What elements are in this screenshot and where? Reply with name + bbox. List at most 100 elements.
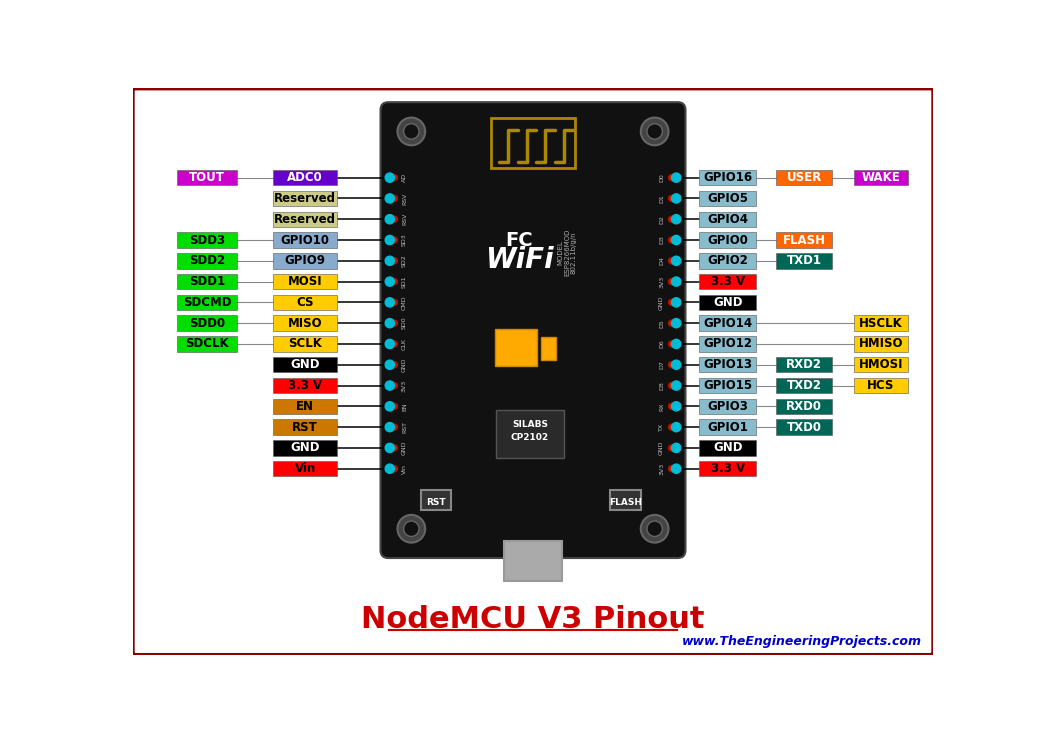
Circle shape bbox=[385, 236, 394, 244]
Text: MODEL
ESP8266MOD
802.11b/g/n: MODEL ESP8266MOD 802.11b/g/n bbox=[556, 229, 577, 276]
Circle shape bbox=[391, 195, 397, 202]
Text: Vin: Vin bbox=[401, 464, 407, 474]
Text: SD3: SD3 bbox=[401, 233, 407, 247]
Text: RXD0: RXD0 bbox=[786, 400, 822, 413]
Text: CS: CS bbox=[296, 296, 314, 309]
Text: D5: D5 bbox=[659, 319, 665, 328]
Circle shape bbox=[669, 195, 675, 202]
Text: USER: USER bbox=[786, 171, 822, 184]
Text: MOSI: MOSI bbox=[288, 275, 322, 288]
Text: GND: GND bbox=[290, 358, 320, 371]
Text: GPIO2: GPIO2 bbox=[707, 255, 748, 267]
FancyBboxPatch shape bbox=[699, 316, 756, 331]
Circle shape bbox=[391, 445, 397, 451]
Circle shape bbox=[672, 422, 681, 432]
Circle shape bbox=[385, 256, 394, 266]
Circle shape bbox=[385, 298, 394, 307]
FancyBboxPatch shape bbox=[854, 170, 908, 185]
Bar bbox=[420, 490, 451, 510]
Text: SDD2: SDD2 bbox=[189, 255, 226, 267]
Circle shape bbox=[672, 402, 681, 411]
FancyBboxPatch shape bbox=[177, 336, 237, 352]
FancyBboxPatch shape bbox=[854, 336, 908, 352]
FancyBboxPatch shape bbox=[776, 170, 832, 185]
Text: SCLK: SCLK bbox=[288, 338, 322, 350]
Text: 3V3: 3V3 bbox=[659, 462, 665, 475]
Circle shape bbox=[672, 381, 681, 390]
Text: HCS: HCS bbox=[867, 379, 894, 392]
Text: Reserved: Reserved bbox=[275, 213, 336, 226]
FancyBboxPatch shape bbox=[776, 378, 832, 393]
Text: WAKE: WAKE bbox=[862, 171, 901, 184]
FancyBboxPatch shape bbox=[776, 357, 832, 372]
Text: HSCLK: HSCLK bbox=[859, 316, 903, 330]
Text: GPIO4: GPIO4 bbox=[707, 213, 749, 226]
Text: SDD1: SDD1 bbox=[189, 275, 226, 288]
FancyBboxPatch shape bbox=[272, 420, 337, 435]
Text: SILABS: SILABS bbox=[512, 420, 548, 428]
FancyBboxPatch shape bbox=[699, 440, 756, 456]
FancyBboxPatch shape bbox=[272, 294, 337, 310]
Text: D6: D6 bbox=[659, 339, 665, 348]
Circle shape bbox=[669, 341, 675, 347]
Text: EN: EN bbox=[296, 400, 314, 413]
FancyBboxPatch shape bbox=[776, 253, 832, 269]
FancyBboxPatch shape bbox=[272, 233, 337, 248]
Text: NodeMCU V3 Pinout: NodeMCU V3 Pinout bbox=[361, 605, 705, 634]
Circle shape bbox=[391, 258, 397, 264]
FancyBboxPatch shape bbox=[272, 316, 337, 331]
Circle shape bbox=[647, 521, 662, 537]
FancyBboxPatch shape bbox=[177, 233, 237, 248]
Circle shape bbox=[669, 361, 675, 368]
Text: 3.3 V: 3.3 V bbox=[288, 379, 322, 392]
Circle shape bbox=[397, 118, 425, 145]
Circle shape bbox=[672, 360, 681, 369]
Circle shape bbox=[641, 118, 669, 145]
Circle shape bbox=[391, 341, 397, 347]
Text: 3.3 V: 3.3 V bbox=[710, 462, 745, 475]
Text: www.TheEngineeringProjects.com: www.TheEngineeringProjects.com bbox=[682, 634, 921, 648]
FancyBboxPatch shape bbox=[776, 420, 832, 435]
Circle shape bbox=[669, 383, 675, 389]
Circle shape bbox=[672, 319, 681, 328]
FancyBboxPatch shape bbox=[177, 316, 237, 331]
Bar bbox=[541, 337, 556, 360]
Text: RSV: RSV bbox=[401, 192, 407, 205]
FancyBboxPatch shape bbox=[272, 191, 337, 206]
Text: FC: FC bbox=[505, 231, 532, 250]
Text: 3V3: 3V3 bbox=[401, 380, 407, 392]
Bar bbox=[494, 329, 537, 367]
Circle shape bbox=[672, 194, 681, 203]
Text: SDCMD: SDCMD bbox=[183, 296, 232, 309]
Circle shape bbox=[669, 216, 675, 222]
FancyBboxPatch shape bbox=[699, 357, 756, 372]
FancyBboxPatch shape bbox=[272, 211, 337, 227]
Circle shape bbox=[391, 237, 397, 243]
Circle shape bbox=[672, 173, 681, 183]
Text: D8: D8 bbox=[659, 381, 665, 390]
Text: GPIO1: GPIO1 bbox=[707, 420, 748, 434]
Text: D1: D1 bbox=[659, 194, 665, 203]
Text: GND: GND bbox=[713, 442, 743, 454]
FancyBboxPatch shape bbox=[177, 274, 237, 289]
Text: SD0: SD0 bbox=[401, 317, 407, 330]
Text: D2: D2 bbox=[659, 215, 665, 224]
Circle shape bbox=[672, 215, 681, 224]
Circle shape bbox=[385, 443, 394, 453]
Text: FLASH: FLASH bbox=[782, 233, 826, 247]
Text: SDD3: SDD3 bbox=[189, 233, 226, 247]
Circle shape bbox=[672, 236, 681, 244]
FancyBboxPatch shape bbox=[699, 378, 756, 393]
Circle shape bbox=[669, 278, 675, 285]
Text: RX: RX bbox=[659, 402, 665, 411]
Text: GPIO16: GPIO16 bbox=[703, 171, 752, 184]
FancyBboxPatch shape bbox=[177, 170, 237, 185]
Text: CP2102: CP2102 bbox=[511, 434, 549, 442]
Bar bbox=[610, 490, 641, 510]
FancyBboxPatch shape bbox=[699, 420, 756, 435]
Text: RSV: RSV bbox=[401, 213, 407, 225]
Text: GPIO0: GPIO0 bbox=[707, 233, 748, 247]
FancyBboxPatch shape bbox=[272, 170, 337, 185]
Circle shape bbox=[385, 215, 394, 224]
Text: EN: EN bbox=[401, 402, 407, 411]
